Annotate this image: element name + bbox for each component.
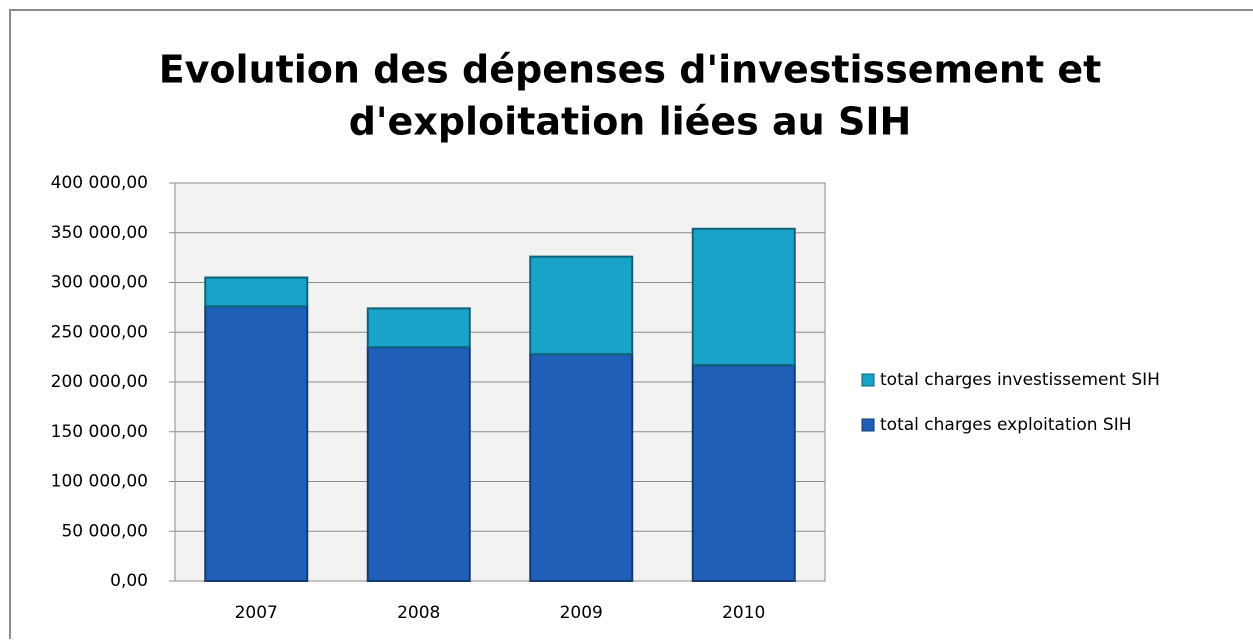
bar-segment (366, 307, 471, 349)
chart-title: d'exploitation liées au SIH (349, 100, 912, 144)
bar-segment (529, 353, 634, 583)
x-tick-label: 2007 (235, 603, 278, 623)
bar-segment (691, 364, 796, 582)
y-tick-label: 300 000,00 (51, 273, 148, 293)
y-tick-label: 200 000,00 (51, 372, 148, 392)
x-tick-label: 2010 (722, 603, 765, 623)
y-tick-label: 250 000,00 (51, 322, 148, 342)
legend-label: total charges exploitation SIH (880, 415, 1132, 435)
x-tick-label: 2008 (397, 603, 440, 623)
bar-segment (204, 276, 309, 308)
y-tick-label: 0,00 (110, 571, 148, 591)
legend-swatch (861, 418, 875, 432)
bar-segment (366, 346, 471, 582)
bar-segment (529, 255, 634, 356)
chart-title: Evolution des dépenses d'investissement … (159, 48, 1102, 92)
y-tick-label: 400 000,00 (51, 173, 148, 193)
y-tick-label: 50 000,00 (61, 521, 148, 541)
y-tick-label: 150 000,00 (51, 422, 148, 442)
bar-segment (204, 305, 309, 582)
y-tick-label: 100 000,00 (51, 472, 148, 492)
legend-swatch (861, 373, 875, 387)
y-tick-label: 350 000,00 (51, 223, 148, 243)
bar-segment (691, 227, 796, 367)
legend-label: total charges investissement SIH (880, 370, 1160, 390)
x-tick-label: 2009 (560, 603, 603, 623)
